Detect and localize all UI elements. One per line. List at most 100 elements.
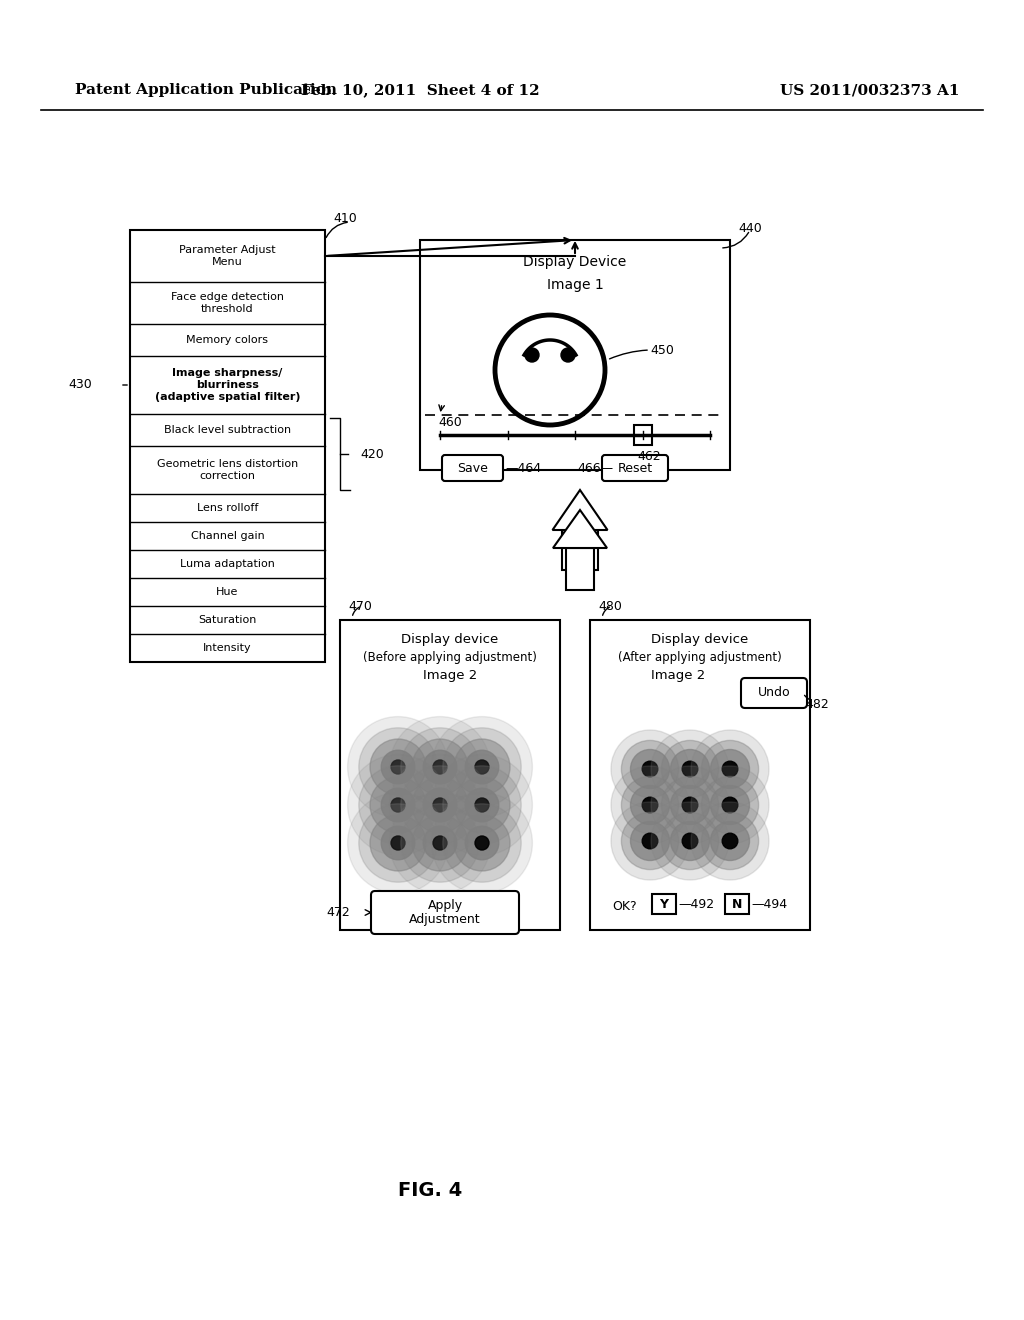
Circle shape xyxy=(433,799,447,812)
Circle shape xyxy=(400,766,479,845)
Text: Y: Y xyxy=(659,898,669,911)
Circle shape xyxy=(722,797,738,813)
Bar xyxy=(420,240,730,470)
Circle shape xyxy=(358,804,437,882)
Circle shape xyxy=(671,750,710,788)
Text: 480: 480 xyxy=(598,599,622,612)
Circle shape xyxy=(701,741,759,797)
Circle shape xyxy=(442,804,521,882)
Text: Memory colors: Memory colors xyxy=(186,335,268,345)
Text: Reset: Reset xyxy=(617,462,652,474)
Circle shape xyxy=(561,348,575,362)
Circle shape xyxy=(651,766,729,843)
Text: —464: —464 xyxy=(505,462,541,474)
Text: Geometric lens distortion
correction: Geometric lens distortion correction xyxy=(157,459,298,480)
Circle shape xyxy=(381,788,415,822)
Circle shape xyxy=(389,792,490,894)
Circle shape xyxy=(347,755,449,855)
Text: Feb. 10, 2011  Sheet 4 of 12: Feb. 10, 2011 Sheet 4 of 12 xyxy=(301,83,540,96)
Circle shape xyxy=(370,777,426,833)
Bar xyxy=(652,894,676,913)
Circle shape xyxy=(611,803,689,880)
Text: 462: 462 xyxy=(638,450,662,463)
Circle shape xyxy=(631,821,670,861)
Text: (Before applying adjustment): (Before applying adjustment) xyxy=(364,652,537,664)
Circle shape xyxy=(454,777,510,833)
Text: Display device: Display device xyxy=(401,634,499,647)
Circle shape xyxy=(611,730,689,808)
Circle shape xyxy=(433,760,447,774)
Circle shape xyxy=(431,717,532,817)
Circle shape xyxy=(465,750,499,784)
Text: 440: 440 xyxy=(738,222,762,235)
Circle shape xyxy=(691,730,769,808)
Bar xyxy=(725,894,749,913)
Polygon shape xyxy=(566,548,594,590)
Text: 466—: 466— xyxy=(577,462,613,474)
Text: Intensity: Intensity xyxy=(203,643,252,653)
Circle shape xyxy=(682,797,697,813)
Circle shape xyxy=(454,814,510,871)
Text: Image sharpness/
blurriness
(adaptive spatial filter): Image sharpness/ blurriness (adaptive sp… xyxy=(155,368,300,401)
Text: US 2011/0032373 A1: US 2011/0032373 A1 xyxy=(780,83,959,96)
Circle shape xyxy=(711,750,750,788)
Circle shape xyxy=(622,776,679,834)
Circle shape xyxy=(475,799,489,812)
Polygon shape xyxy=(553,490,607,531)
Circle shape xyxy=(391,799,406,812)
Circle shape xyxy=(465,788,499,822)
Text: Image 2: Image 2 xyxy=(651,669,706,682)
Text: 410: 410 xyxy=(333,211,356,224)
Circle shape xyxy=(642,797,657,813)
Text: Display device: Display device xyxy=(651,634,749,647)
Circle shape xyxy=(423,750,457,784)
Circle shape xyxy=(651,730,729,808)
Circle shape xyxy=(691,766,769,843)
Circle shape xyxy=(442,727,521,807)
Bar xyxy=(130,230,325,663)
Text: Saturation: Saturation xyxy=(199,615,257,624)
Circle shape xyxy=(722,762,738,776)
Circle shape xyxy=(682,762,697,776)
Circle shape xyxy=(642,833,657,849)
Circle shape xyxy=(642,762,657,776)
Circle shape xyxy=(391,836,406,850)
Text: —494: —494 xyxy=(751,898,787,911)
Circle shape xyxy=(691,803,769,880)
Text: 482: 482 xyxy=(805,698,828,711)
Circle shape xyxy=(358,766,437,845)
Text: 472: 472 xyxy=(327,906,350,919)
Bar xyxy=(590,620,810,931)
Circle shape xyxy=(662,812,719,870)
FancyBboxPatch shape xyxy=(602,455,668,480)
Text: Hue: Hue xyxy=(216,587,239,597)
Circle shape xyxy=(711,821,750,861)
Circle shape xyxy=(682,833,697,849)
Circle shape xyxy=(525,348,539,362)
Circle shape xyxy=(431,792,532,894)
Circle shape xyxy=(701,776,759,834)
Circle shape xyxy=(391,760,406,774)
Circle shape xyxy=(423,788,457,822)
Circle shape xyxy=(711,785,750,825)
Circle shape xyxy=(423,826,457,859)
Bar xyxy=(340,620,560,931)
Circle shape xyxy=(381,826,415,859)
Circle shape xyxy=(701,812,759,870)
Circle shape xyxy=(622,741,679,797)
Text: Lens rolloff: Lens rolloff xyxy=(197,503,258,513)
Text: 420: 420 xyxy=(360,447,384,461)
Text: Parameter Adjust
Menu: Parameter Adjust Menu xyxy=(179,246,275,267)
FancyBboxPatch shape xyxy=(371,891,519,935)
Text: Apply
Adjustment: Apply Adjustment xyxy=(410,899,481,927)
Text: 470: 470 xyxy=(348,599,372,612)
Text: —492: —492 xyxy=(678,898,714,911)
Circle shape xyxy=(400,804,479,882)
Circle shape xyxy=(370,814,426,871)
Text: Image 2: Image 2 xyxy=(423,669,477,682)
Circle shape xyxy=(662,776,719,834)
Circle shape xyxy=(347,792,449,894)
Polygon shape xyxy=(553,510,607,548)
Text: OK?: OK? xyxy=(612,899,637,912)
Text: 430: 430 xyxy=(69,379,92,392)
